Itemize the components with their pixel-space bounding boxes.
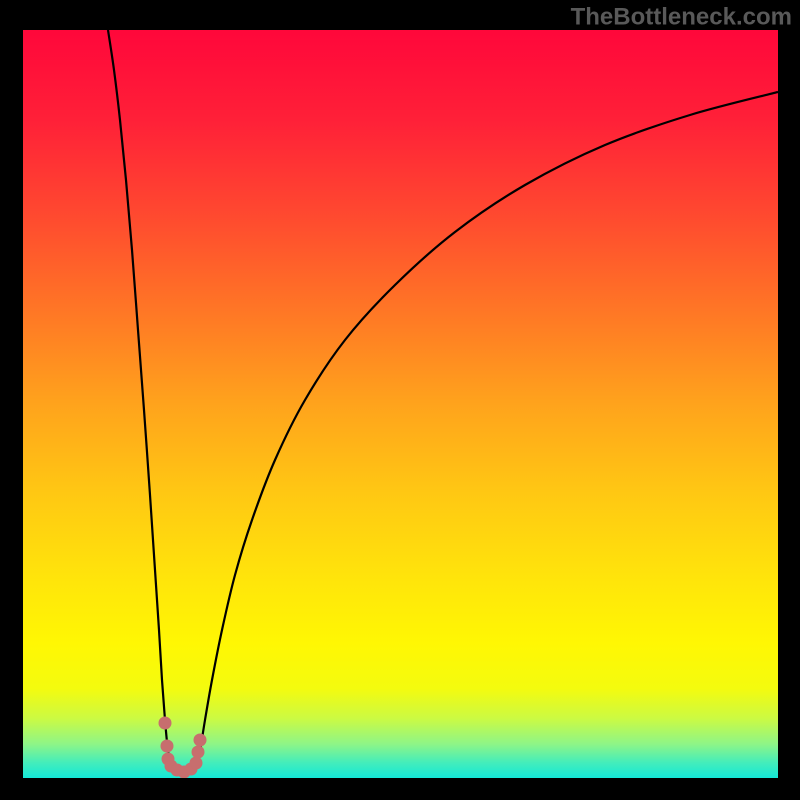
frame-border-left bbox=[0, 0, 23, 800]
valley-marker bbox=[161, 740, 173, 752]
bottleneck-chart: TheBottleneck.com bbox=[0, 0, 800, 800]
valley-marker bbox=[192, 746, 204, 758]
frame-border-right bbox=[778, 0, 800, 800]
frame-border-bottom bbox=[0, 778, 800, 800]
valley-marker bbox=[194, 734, 206, 746]
watermark-text: TheBottleneck.com bbox=[571, 3, 792, 30]
valley-marker bbox=[190, 757, 202, 769]
valley-marker bbox=[159, 717, 171, 729]
gradient-background bbox=[23, 30, 778, 778]
